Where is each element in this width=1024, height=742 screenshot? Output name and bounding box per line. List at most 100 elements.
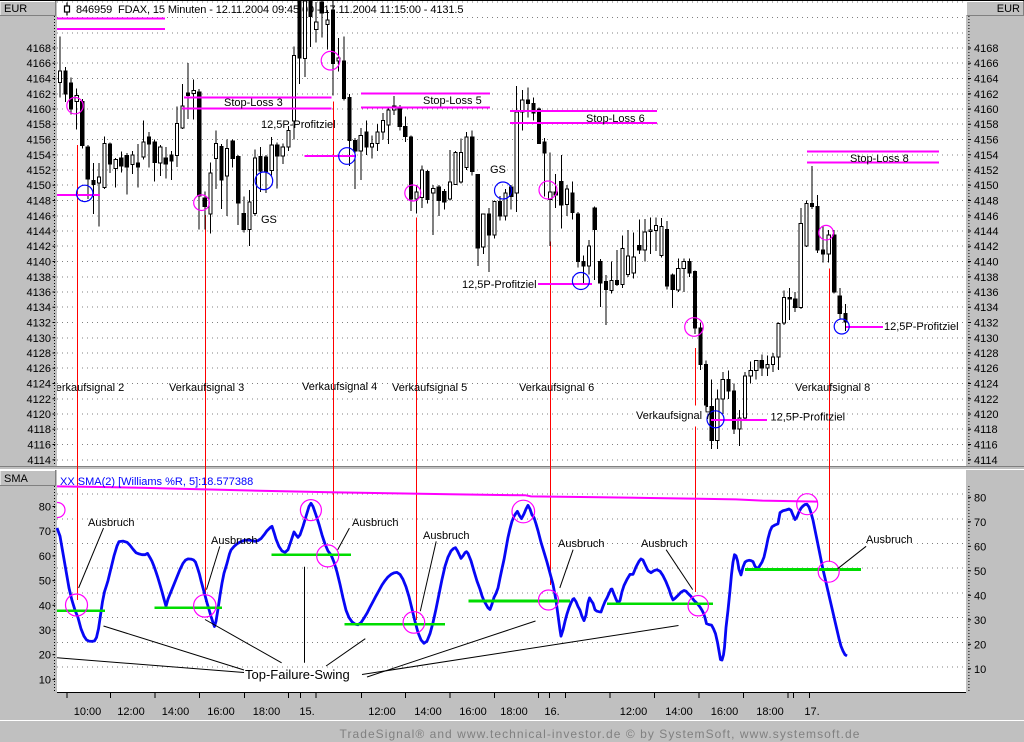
svg-text:14:00: 14:00 — [665, 706, 693, 718]
svg-text:4148: 4148 — [27, 196, 51, 208]
svg-text:60: 60 — [974, 541, 986, 553]
svg-text:4116: 4116 — [27, 440, 51, 452]
svg-text:Verkaufsignal 6: Verkaufsignal 6 — [519, 382, 594, 394]
svg-text:Ausbruch: Ausbruch — [866, 534, 912, 546]
svg-text:EUR: EUR — [4, 3, 27, 15]
svg-text:4130: 4130 — [974, 333, 998, 345]
svg-text:Ausbruch: Ausbruch — [641, 538, 687, 550]
svg-text:10: 10 — [39, 674, 51, 686]
svg-text:20: 20 — [39, 650, 51, 662]
svg-text:30: 30 — [974, 615, 986, 627]
svg-text:70: 70 — [39, 526, 51, 538]
svg-text:15.: 15. — [299, 706, 314, 718]
svg-text:4138: 4138 — [974, 272, 998, 284]
svg-text:4142: 4142 — [27, 241, 51, 253]
svg-text:70: 70 — [974, 517, 986, 529]
svg-text:4152: 4152 — [27, 165, 51, 177]
svg-text:60: 60 — [39, 551, 51, 563]
svg-text:4114: 4114 — [974, 455, 998, 467]
svg-text:4154: 4154 — [27, 150, 51, 162]
svg-text:4126: 4126 — [27, 363, 51, 375]
svg-text:EUR: EUR — [997, 3, 1020, 15]
svg-text:Ausbruch: Ausbruch — [88, 517, 134, 529]
svg-text:16:00: 16:00 — [459, 706, 487, 718]
svg-text:SMA: SMA — [4, 473, 29, 485]
svg-text:12,5P-Profitziel: 12,5P-Profitziel — [261, 119, 336, 131]
svg-text:4124: 4124 — [27, 379, 51, 391]
svg-text:80: 80 — [39, 502, 51, 514]
svg-text:4156: 4156 — [27, 135, 51, 147]
svg-text:Ausbruch: Ausbruch — [558, 538, 604, 550]
svg-text:12,5P-Profitziel: 12,5P-Profitziel — [884, 321, 959, 333]
svg-text:4146: 4146 — [27, 211, 51, 223]
svg-text:18:00: 18:00 — [500, 706, 528, 718]
svg-text:Verkaufsignal 7: Verkaufsignal 7 — [636, 410, 711, 422]
svg-text:4122: 4122 — [974, 394, 998, 406]
svg-text:4164: 4164 — [27, 74, 51, 86]
svg-text:4160: 4160 — [974, 104, 998, 116]
svg-text:80: 80 — [974, 492, 986, 504]
svg-text:4118: 4118 — [974, 424, 998, 436]
svg-text:4152: 4152 — [974, 165, 998, 177]
svg-text:50: 50 — [39, 576, 51, 588]
svg-text:10: 10 — [974, 664, 986, 676]
svg-text:4130: 4130 — [27, 333, 51, 345]
svg-text:50: 50 — [974, 566, 986, 578]
svg-text:4124: 4124 — [974, 379, 998, 391]
svg-text:4140: 4140 — [27, 257, 51, 269]
svg-text:4168: 4168 — [27, 43, 51, 55]
svg-text:4164: 4164 — [974, 74, 998, 86]
svg-text:4142: 4142 — [974, 241, 998, 253]
svg-text:4140: 4140 — [974, 257, 998, 269]
svg-text:12,5P-Profitziel: 12,5P-Profitziel — [771, 412, 846, 424]
svg-text:4122: 4122 — [27, 394, 51, 406]
svg-text:12,5P-Profitziel: 12,5P-Profitziel — [462, 279, 537, 291]
svg-text:4158: 4158 — [27, 119, 51, 131]
svg-text:16.: 16. — [544, 706, 559, 718]
svg-text:Stop-Loss 3: Stop-Loss 3 — [224, 97, 283, 109]
svg-text:4136: 4136 — [974, 287, 998, 299]
svg-text:4144: 4144 — [974, 226, 998, 238]
svg-text:4150: 4150 — [27, 180, 51, 192]
svg-text:4136: 4136 — [27, 287, 51, 299]
svg-text:4120: 4120 — [27, 409, 51, 421]
svg-text:4148: 4148 — [974, 196, 998, 208]
svg-text:Ausbruch: Ausbruch — [423, 530, 469, 542]
svg-text:12:00: 12:00 — [117, 706, 145, 718]
svg-text:Verkaufsignal 8: Verkaufsignal 8 — [795, 382, 870, 394]
svg-text:4168: 4168 — [974, 43, 998, 55]
svg-text:12:00: 12:00 — [368, 706, 396, 718]
svg-text:4166: 4166 — [27, 58, 51, 70]
svg-text:Ausbruch: Ausbruch — [352, 517, 398, 529]
svg-text:GS: GS — [490, 164, 506, 176]
svg-text:Ausbruch: Ausbruch — [211, 535, 257, 547]
svg-text:Top-Failure-Swing: Top-Failure-Swing — [245, 667, 350, 682]
svg-text:4128: 4128 — [27, 348, 51, 360]
svg-text:18:00: 18:00 — [253, 706, 281, 718]
svg-text:40: 40 — [39, 600, 51, 612]
svg-text:10:00: 10:00 — [74, 706, 102, 718]
svg-text:4138: 4138 — [27, 272, 51, 284]
svg-text:4144: 4144 — [27, 226, 51, 238]
svg-text:20: 20 — [974, 639, 986, 651]
svg-text:4116: 4116 — [974, 440, 998, 452]
svg-text:18:00: 18:00 — [756, 706, 784, 718]
svg-text:4162: 4162 — [974, 89, 998, 101]
svg-text:4158: 4158 — [974, 119, 998, 131]
svg-text:4134: 4134 — [27, 302, 51, 314]
svg-text:TradeSignal® and www.technical: TradeSignal® and www.technical-investor.… — [340, 727, 861, 741]
svg-text:Stop-Loss 5: Stop-Loss 5 — [423, 95, 482, 107]
svg-text:XX SMA(2) [Williams %R, 5]:18.: XX SMA(2) [Williams %R, 5]:18.577388 — [60, 476, 253, 488]
svg-text:Verkaufsignal 2: Verkaufsignal 2 — [49, 382, 124, 394]
svg-text:Verkaufsignal 5: Verkaufsignal 5 — [392, 382, 467, 394]
svg-text:4162: 4162 — [27, 89, 51, 101]
svg-text:14:00: 14:00 — [162, 706, 190, 718]
svg-text:12:00: 12:00 — [620, 706, 648, 718]
svg-text:Stop-Loss 6: Stop-Loss 6 — [586, 113, 645, 125]
svg-text:40: 40 — [974, 590, 986, 602]
svg-text:Verkaufsignal 3: Verkaufsignal 3 — [169, 382, 244, 394]
svg-text:4114: 4114 — [27, 455, 51, 467]
svg-text:4120: 4120 — [974, 409, 998, 421]
svg-text:4154: 4154 — [974, 150, 998, 162]
svg-text:Stop-Loss 8: Stop-Loss 8 — [850, 153, 909, 165]
